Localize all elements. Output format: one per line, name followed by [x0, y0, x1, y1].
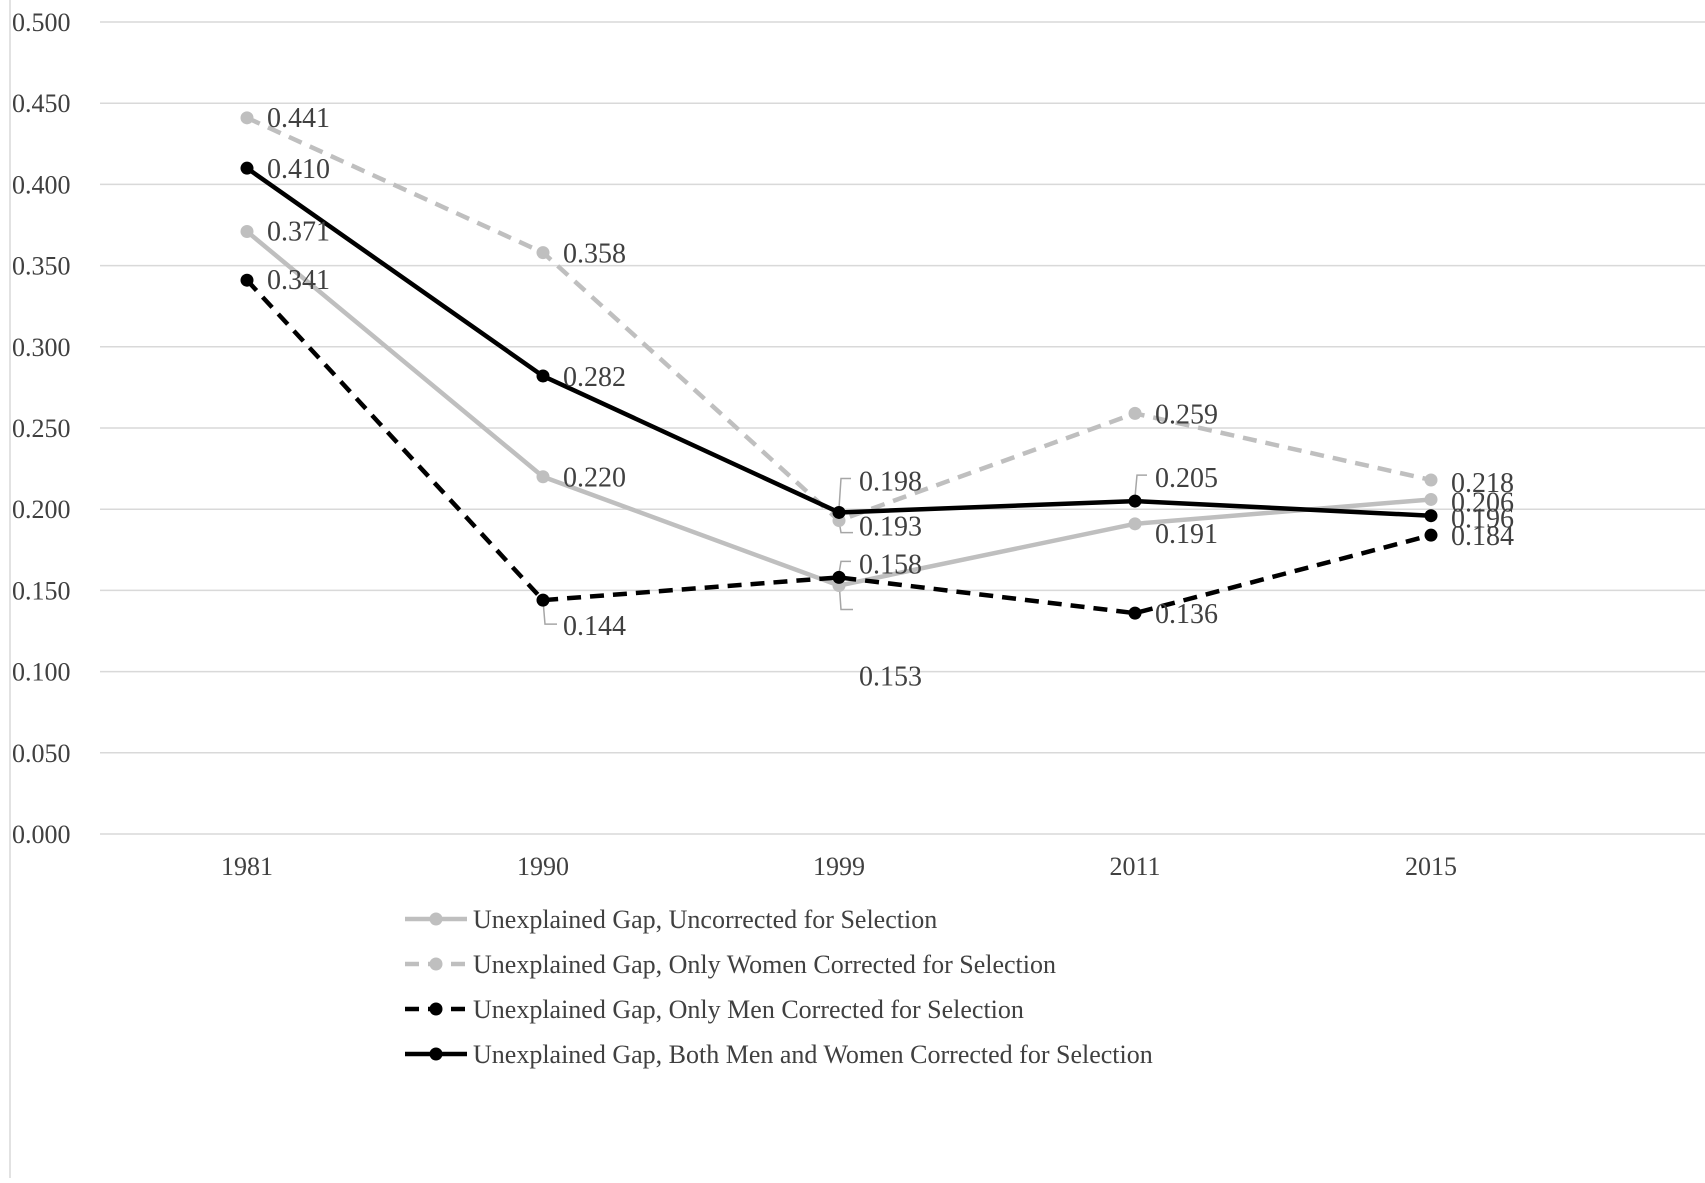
series-point — [1424, 473, 1438, 487]
data-label: 0.205 — [1155, 463, 1218, 494]
x-tick-label: 2011 — [1109, 852, 1160, 881]
data-label: 0.358 — [563, 239, 626, 270]
y-tick-label: 0.250 — [12, 414, 71, 443]
series-point — [1424, 509, 1438, 523]
x-tick-label: 1981 — [221, 852, 273, 881]
series-point — [240, 224, 254, 238]
x-tick-label: 1990 — [517, 852, 569, 881]
series-line — [245, 229, 1432, 588]
legend-swatch-marker — [429, 1047, 443, 1061]
series-markers — [240, 111, 1438, 620]
leader-line — [542, 600, 557, 625]
legend-label: Unexplained Gap, Both Men and Women Corr… — [473, 1040, 1153, 1069]
legend-label: Unexplained Gap, Only Women Corrected fo… — [473, 950, 1056, 979]
series-line — [245, 278, 1432, 616]
y-tick-label: 0.150 — [12, 576, 71, 605]
y-tick-label: 0.450 — [12, 89, 71, 118]
data-label: 0.371 — [267, 216, 330, 247]
data-label: 0.259 — [1155, 399, 1218, 430]
y-tick-label: 0.300 — [12, 333, 71, 362]
series-point — [536, 369, 550, 383]
y-tick-label: 0.200 — [12, 495, 71, 524]
gridlines — [100, 21, 1705, 835]
data-label: 0.441 — [267, 103, 330, 134]
legend-label: Unexplained Gap, Uncorrected for Selecti… — [473, 905, 937, 934]
series-point — [1424, 492, 1438, 506]
series-point — [536, 246, 550, 260]
series-point — [1424, 528, 1438, 542]
series-lines — [245, 115, 1432, 616]
legend-label: Unexplained Gap, Only Men Corrected for … — [473, 995, 1024, 1024]
series-point — [536, 593, 550, 607]
data-label: 0.341 — [267, 265, 330, 296]
data-label: 0.410 — [267, 154, 330, 185]
series-point — [240, 161, 254, 175]
data-label: 0.198 — [859, 466, 922, 497]
data-label: 0.218 — [1451, 468, 1514, 499]
y-tick-label: 0.350 — [12, 252, 71, 281]
data-label: 0.282 — [563, 362, 626, 393]
data-label: 0.191 — [1155, 519, 1218, 550]
series-point — [240, 273, 254, 287]
x-tick-label: 1999 — [813, 852, 865, 881]
y-tick-label: 0.100 — [12, 658, 71, 687]
x-axis-tick-labels: 1981 1990 1999 2011 2015 — [221, 852, 1457, 881]
y-tick-label: 0.500 — [12, 8, 71, 37]
data-label: 0.144 — [563, 611, 626, 642]
series-point — [536, 470, 550, 484]
y-tick-label: 0.050 — [12, 739, 71, 768]
y-tick-label: 0.000 — [12, 820, 71, 849]
data-label: 0.193 — [859, 512, 922, 543]
data-labels: 0.371 0.220 0.153 0.191 0.206 0.441 0.358 0.193… — [267, 103, 1514, 693]
leader-line — [1134, 474, 1147, 498]
y-axis-tick-labels: 0.000 0.050 0.100 0.150 0.200 0.250 0.300 0.350… — [12, 8, 71, 849]
data-label: 0.158 — [859, 549, 922, 580]
legend: Unexplained Gap, Uncorrected for Selecti… — [405, 905, 1153, 1069]
data-label: 0.220 — [563, 463, 626, 494]
data-label: 0.206 — [1451, 487, 1514, 518]
data-label: 0.184 — [1451, 521, 1514, 552]
data-label: 0.196 — [1451, 504, 1514, 535]
series-point — [1128, 606, 1142, 620]
y-tick-label: 0.400 — [12, 170, 71, 199]
x-tick-label: 2015 — [1405, 852, 1457, 881]
legend-swatch-marker — [429, 957, 443, 971]
series-point — [832, 505, 846, 519]
leader-line — [838, 477, 851, 509]
leader-line — [838, 560, 851, 574]
series-point — [1128, 406, 1142, 420]
data-label: 0.136 — [1155, 599, 1218, 630]
series-point — [1128, 517, 1142, 531]
series-line — [246, 115, 1432, 523]
series-line — [245, 166, 1432, 518]
series-point — [240, 111, 254, 125]
series-point — [1128, 494, 1142, 508]
series-point — [832, 570, 846, 584]
data-label: 0.153 — [859, 662, 922, 693]
legend-swatch-marker — [429, 1002, 443, 1016]
legend-swatch-marker — [429, 912, 443, 926]
